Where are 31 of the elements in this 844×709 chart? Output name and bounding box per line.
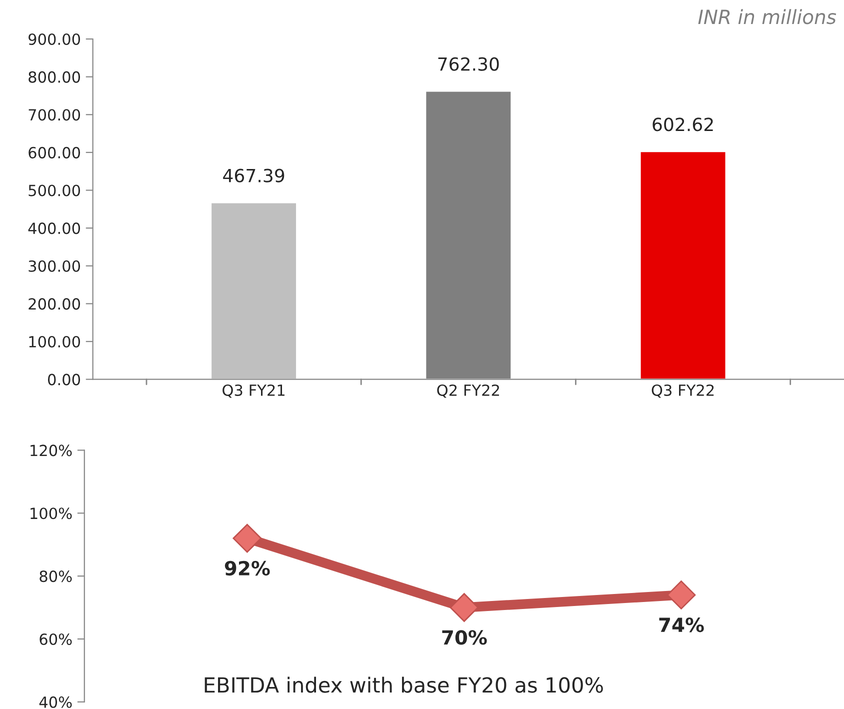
data-label: 762.30 (438, 57, 499, 71)
data-label: 467.39 (223, 168, 284, 182)
point (450, 593, 479, 622)
y-tick-label: 900.00 (28, 33, 80, 46)
y-tick-label: 800.00 (28, 71, 80, 83)
y-tick-label: 100.00 (29, 336, 80, 348)
text: 74% (659, 618, 704, 632)
y-tick-label: 80% (40, 570, 72, 582)
data-label: 602.62 (652, 118, 713, 132)
y-tick-label: 200.00 (28, 298, 80, 310)
y-tick-label: 700.00 (28, 109, 80, 121)
y-tick-label: 400.00 (28, 222, 80, 234)
y-tick-label: 60% (40, 633, 72, 646)
y-tick-label: 0.00 (48, 374, 80, 386)
annotation: EBITDA index with base FY20 as 100% (204, 676, 603, 693)
y-tick-label: 500.00 (28, 184, 80, 196)
point (666, 580, 696, 610)
y-tick-label: 40% (39, 696, 72, 708)
y-tick-label: 120% (30, 444, 72, 456)
bar (639, 150, 727, 380)
y-tick-label: 300.00 (28, 260, 80, 272)
x-tick-label: Q3 FY22 (652, 384, 714, 398)
point (232, 524, 262, 553)
y-tick-label: 600.00 (28, 146, 80, 158)
x-tick-label: Q2 FY22 (437, 384, 499, 398)
text: 70% (442, 630, 487, 645)
x-tick-label: Q3 FY21 (222, 384, 284, 398)
text: INR in millions (698, 9, 836, 24)
text: 92% (224, 560, 270, 576)
y-tick-label: 100% (30, 508, 72, 520)
bar (210, 202, 298, 380)
